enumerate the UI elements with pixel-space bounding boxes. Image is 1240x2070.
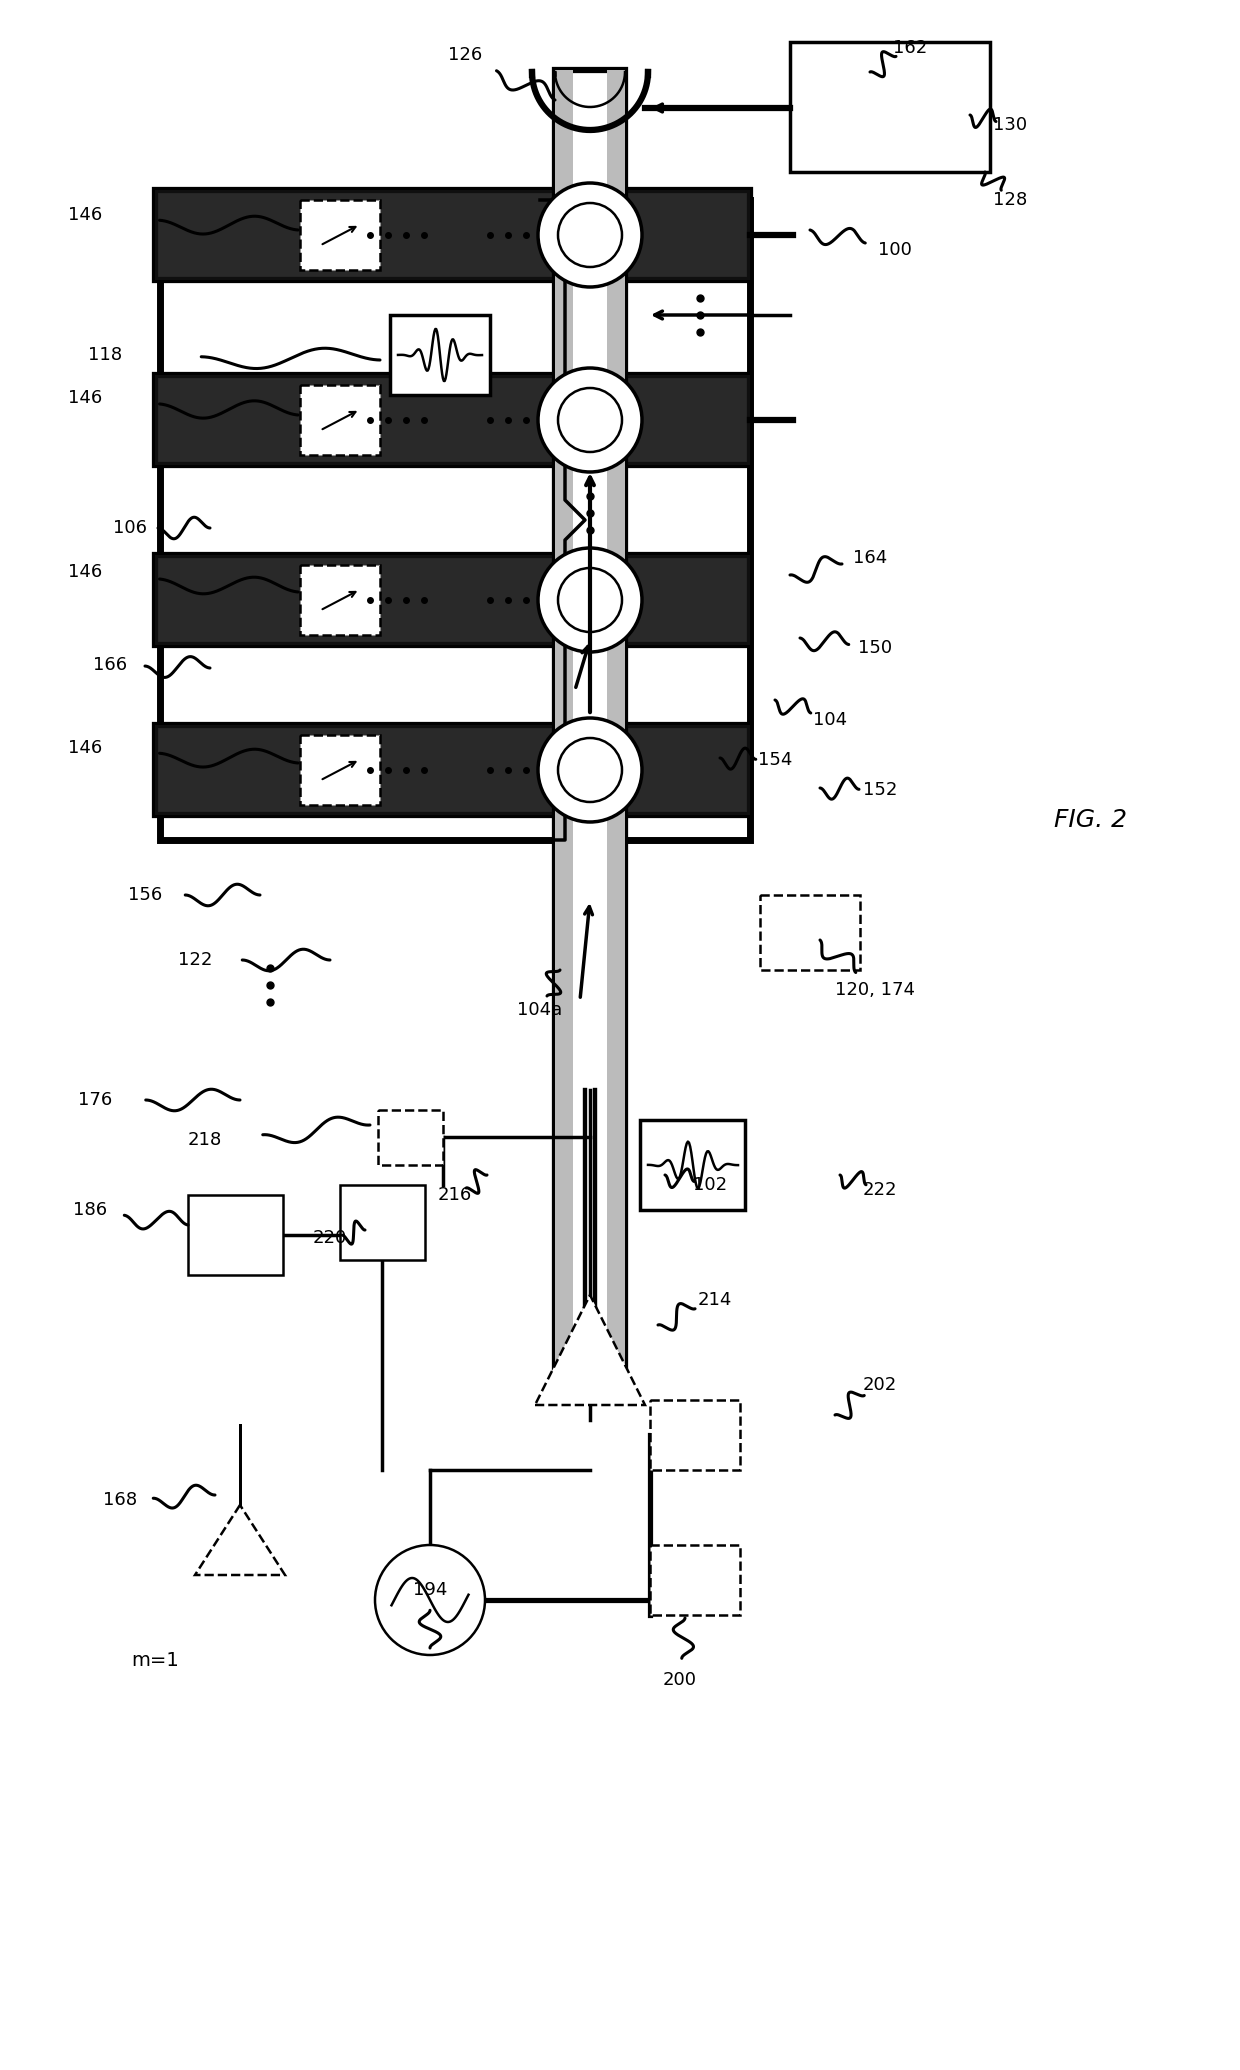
- Text: 186: 186: [73, 1201, 107, 1219]
- Bar: [608, 70, 625, 1389]
- Bar: [155, 555, 750, 646]
- Bar: [556, 70, 573, 1389]
- Text: 218: 218: [188, 1130, 222, 1149]
- Text: 146: 146: [68, 389, 102, 408]
- Bar: [155, 724, 750, 816]
- Bar: [340, 1184, 425, 1261]
- Bar: [556, 70, 625, 1389]
- Bar: [155, 190, 750, 279]
- Bar: [155, 190, 750, 279]
- Text: 214: 214: [698, 1292, 732, 1308]
- Text: 150: 150: [858, 640, 892, 656]
- Text: 152: 152: [863, 780, 898, 799]
- Text: 194: 194: [413, 1581, 448, 1598]
- Bar: [650, 1399, 740, 1470]
- Text: 162: 162: [893, 39, 928, 58]
- Text: 118: 118: [88, 346, 122, 364]
- Bar: [155, 375, 750, 466]
- Text: 176: 176: [78, 1091, 112, 1110]
- Text: 168: 168: [103, 1490, 138, 1509]
- Bar: [760, 894, 861, 971]
- Bar: [391, 315, 490, 395]
- Text: 220: 220: [312, 1230, 347, 1246]
- Bar: [155, 555, 750, 646]
- Bar: [640, 1120, 745, 1211]
- Text: 156: 156: [128, 886, 162, 905]
- Circle shape: [538, 718, 642, 822]
- Text: 128: 128: [993, 190, 1027, 209]
- Circle shape: [558, 567, 622, 631]
- Bar: [790, 41, 990, 172]
- Circle shape: [558, 739, 622, 801]
- Text: 146: 146: [68, 207, 102, 224]
- Text: 216: 216: [438, 1186, 472, 1205]
- Text: 154: 154: [758, 751, 792, 768]
- Text: 146: 146: [68, 739, 102, 758]
- Bar: [160, 201, 750, 840]
- Text: 130: 130: [993, 116, 1027, 135]
- Circle shape: [538, 368, 642, 472]
- Bar: [188, 1194, 283, 1275]
- Text: FIG. 2: FIG. 2: [1054, 807, 1126, 832]
- Text: 166: 166: [93, 656, 126, 675]
- Circle shape: [558, 387, 622, 451]
- Circle shape: [558, 203, 622, 267]
- Polygon shape: [195, 1505, 285, 1575]
- Bar: [155, 724, 750, 816]
- Text: 126: 126: [448, 46, 482, 64]
- Bar: [650, 1544, 740, 1615]
- Polygon shape: [534, 1296, 645, 1406]
- Text: 202: 202: [863, 1377, 897, 1393]
- Bar: [300, 735, 379, 805]
- Circle shape: [538, 182, 642, 288]
- Text: 222: 222: [863, 1182, 898, 1199]
- Bar: [300, 385, 379, 455]
- Text: 146: 146: [68, 563, 102, 582]
- Text: 200: 200: [663, 1670, 697, 1689]
- Circle shape: [538, 549, 642, 652]
- Text: 102: 102: [693, 1176, 727, 1194]
- Text: 106: 106: [113, 520, 148, 536]
- Text: m=1: m=1: [131, 1650, 179, 1670]
- Text: 104: 104: [813, 710, 847, 729]
- Bar: [300, 201, 379, 269]
- Text: 164: 164: [853, 549, 887, 567]
- Bar: [378, 1110, 443, 1165]
- Bar: [155, 375, 750, 466]
- Text: 122: 122: [177, 950, 212, 969]
- Text: 120, 174: 120, 174: [835, 981, 915, 1000]
- Bar: [300, 565, 379, 635]
- Text: 100: 100: [878, 240, 911, 259]
- Circle shape: [374, 1544, 485, 1656]
- Text: 104a: 104a: [517, 1002, 563, 1018]
